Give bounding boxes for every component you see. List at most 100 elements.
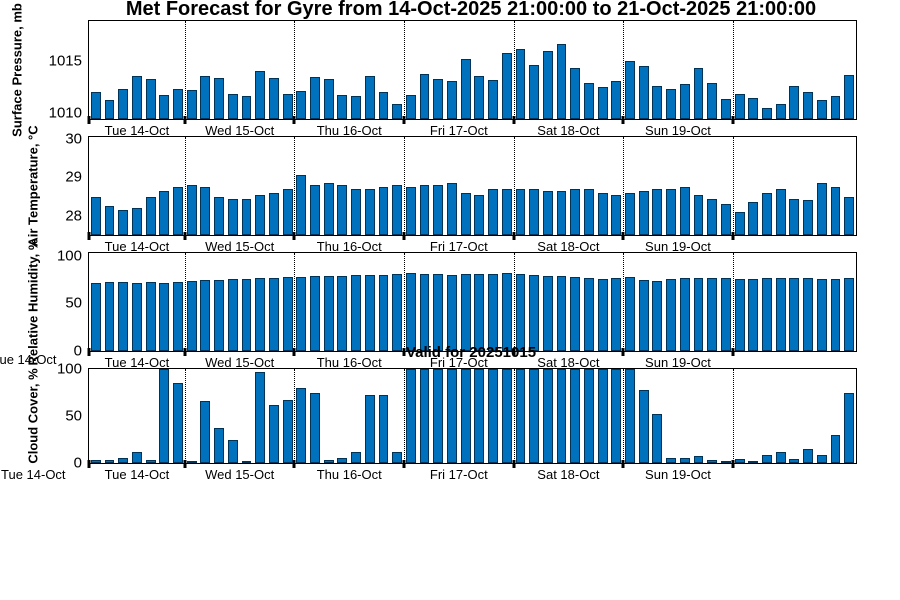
bar xyxy=(351,274,361,351)
day-tick-mark xyxy=(731,232,735,240)
bar xyxy=(378,395,389,463)
bar xyxy=(296,91,307,119)
bar xyxy=(748,202,759,235)
y-tick-label: 29 xyxy=(65,168,82,186)
bar xyxy=(830,96,841,119)
day-tick-mark xyxy=(292,232,296,240)
bar xyxy=(720,204,731,235)
bar xyxy=(775,188,786,235)
bar xyxy=(638,389,649,463)
y-tick-label: 28 xyxy=(65,207,82,225)
bar xyxy=(652,188,663,235)
bar xyxy=(337,275,348,351)
bar xyxy=(679,83,690,119)
bar xyxy=(597,192,608,235)
bar xyxy=(515,273,526,351)
bar xyxy=(679,277,690,351)
day-boundary-gridline xyxy=(404,369,406,463)
bar xyxy=(583,277,594,351)
day-tick-mark xyxy=(512,460,516,468)
bar xyxy=(652,414,663,463)
x-tick-label: Thu 16-Oct xyxy=(316,467,382,482)
day-tick-mark xyxy=(621,348,625,356)
day-tick-mark xyxy=(512,116,516,124)
bar xyxy=(337,95,348,119)
bar xyxy=(200,186,211,235)
x-tick-label: Thu 16-Oct xyxy=(316,123,382,138)
y-tick-label: 0 xyxy=(73,454,82,472)
bar xyxy=(159,190,170,235)
bar xyxy=(611,194,622,235)
x-tick-label: Sat 18-Oct xyxy=(537,355,600,370)
bar xyxy=(652,280,663,351)
bar xyxy=(803,200,813,235)
bar xyxy=(323,460,334,463)
bar xyxy=(310,392,320,463)
bar xyxy=(227,198,238,235)
day-tick-mark xyxy=(402,232,406,240)
bar xyxy=(268,77,279,119)
bar xyxy=(720,277,731,351)
bar xyxy=(789,198,800,235)
day-boundary-gridline xyxy=(184,369,186,463)
bar xyxy=(460,273,471,351)
bar xyxy=(405,186,416,235)
day-tick-mark xyxy=(183,232,187,240)
bar xyxy=(803,92,813,119)
cloud-left-edge-x-tick-label: Tue 14-Oct xyxy=(1,467,66,482)
y-tick-label: 30 xyxy=(65,130,82,148)
bar xyxy=(734,278,745,351)
x-tick-label: Sun 19-Oct xyxy=(645,355,711,370)
day-tick-mark xyxy=(183,460,187,468)
bar xyxy=(570,188,581,235)
bar xyxy=(816,455,827,463)
bar xyxy=(460,192,471,235)
bar xyxy=(351,188,361,235)
x-tick-label: Wed 15-Oct xyxy=(205,467,275,482)
bar xyxy=(666,89,677,119)
bar xyxy=(282,94,293,119)
bar xyxy=(625,192,635,235)
bar xyxy=(679,458,690,463)
bar xyxy=(104,206,115,235)
bar xyxy=(597,87,608,119)
bar xyxy=(474,194,485,235)
bar xyxy=(666,458,677,463)
bar xyxy=(679,186,690,235)
bar xyxy=(159,95,170,119)
bar xyxy=(186,461,197,463)
bar xyxy=(186,90,197,119)
x-tick-label: Sun 19-Oct xyxy=(645,467,711,482)
bar xyxy=(762,192,772,235)
pressure-y-axis-label: Surface Pressure, mb xyxy=(9,3,25,137)
bar xyxy=(255,70,266,119)
y-tick-label: 100 xyxy=(56,247,82,265)
bar xyxy=(720,461,731,463)
bar xyxy=(173,383,183,463)
x-tick-label: Sat 18-Oct xyxy=(537,467,600,482)
day-tick-mark xyxy=(87,348,91,356)
bar xyxy=(268,404,279,463)
bar xyxy=(501,188,512,235)
bar xyxy=(433,273,444,351)
bar xyxy=(214,279,225,351)
day-boundary-gridline xyxy=(184,21,186,119)
day-boundary-gridline xyxy=(404,137,406,235)
bar xyxy=(542,190,553,235)
day-boundary-gridline xyxy=(184,253,186,351)
bar xyxy=(803,277,813,351)
bar xyxy=(707,198,718,235)
bar xyxy=(200,75,211,119)
bar xyxy=(132,451,142,463)
bar xyxy=(104,460,115,463)
bar xyxy=(775,103,786,119)
bar xyxy=(844,74,855,119)
day-boundary-gridline xyxy=(623,21,625,119)
day-boundary-gridline xyxy=(513,21,515,119)
bar xyxy=(310,275,320,351)
bar xyxy=(255,194,266,235)
bar xyxy=(392,185,403,235)
bar xyxy=(282,276,293,351)
x-tick-label: Fri 17-Oct xyxy=(429,239,488,254)
day-tick-mark xyxy=(731,116,735,124)
